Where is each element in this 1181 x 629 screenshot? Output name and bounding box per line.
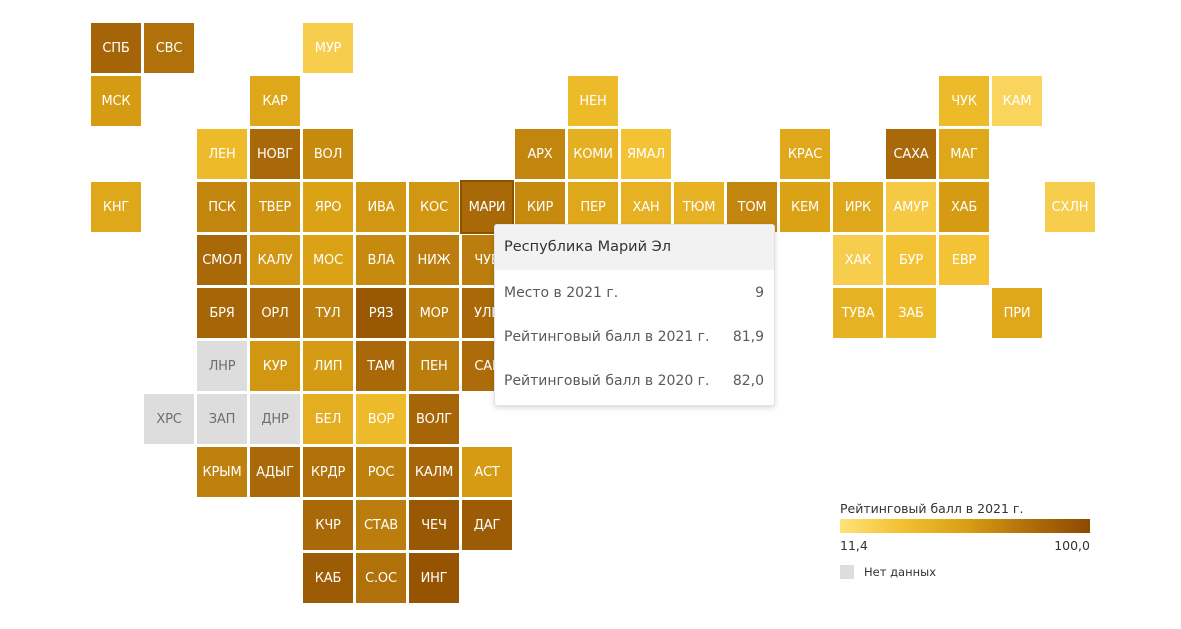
region-tile-30[interactable]: ИРК — [833, 182, 883, 232]
region-tile-32[interactable]: ХАБ — [939, 182, 989, 232]
region-tile-54[interactable]: ЛИП — [303, 341, 353, 391]
region-tile-60[interactable]: ДНР — [250, 394, 300, 444]
region-tile-33[interactable]: СХЛН — [1045, 182, 1095, 232]
region-tile-70[interactable]: КЧР — [303, 500, 353, 550]
region-tile-28[interactable]: ТОМ — [727, 182, 777, 232]
region-tile-17[interactable]: КНГ — [91, 182, 141, 232]
region-tooltip: Республика Марий Эл Место в 2021 г. 9 Ре… — [494, 224, 775, 406]
region-tile-20[interactable]: ЯРО — [303, 182, 353, 232]
region-tile-26[interactable]: ХАН — [621, 182, 671, 232]
region-tile-63[interactable]: ВОЛГ — [409, 394, 459, 444]
region-tile-7[interactable]: КАМ — [992, 76, 1042, 126]
region-tile-2[interactable]: МУР — [303, 23, 353, 73]
region-tile-8[interactable]: ЛЕН — [197, 129, 247, 179]
region-tile-0[interactable]: СПБ — [91, 23, 141, 73]
region-tile-44[interactable]: ОРЛ — [250, 288, 300, 338]
region-tile-67[interactable]: РОС — [356, 447, 406, 497]
region-tile-41[interactable]: БУР — [886, 235, 936, 285]
region-tile-72[interactable]: ЧЕЧ — [409, 500, 459, 550]
tooltip-row-score-2021: Рейтинговый балл в 2021 г. 81,9 — [504, 329, 764, 349]
region-tile-76[interactable]: ИНГ — [409, 553, 459, 603]
region-tile-6[interactable]: ЧУК — [939, 76, 989, 126]
tooltip-score-2021-value: 81,9 — [732, 329, 764, 345]
region-tile-22[interactable]: КОС — [409, 182, 459, 232]
legend-nodata-label: Нет данных — [864, 565, 936, 579]
region-tile-55[interactable]: ТАМ — [356, 341, 406, 391]
legend-color-scale — [840, 519, 1090, 533]
tooltip-row-score-2020: Рейтинговый балл в 2020 г. 82,0 — [504, 373, 764, 393]
region-tile-62[interactable]: ВОР — [356, 394, 406, 444]
region-tile-69[interactable]: АСТ — [462, 447, 512, 497]
region-tile-56[interactable]: ПЕН — [409, 341, 459, 391]
region-tile-52[interactable]: ЛНР — [197, 341, 247, 391]
region-tile-9[interactable]: НОВГ — [250, 129, 300, 179]
region-tile-42[interactable]: ЕВР — [939, 235, 989, 285]
region-tile-1[interactable]: СВС — [144, 23, 194, 73]
region-tile-13[interactable]: ЯМАЛ — [621, 129, 671, 179]
tooltip-title: Республика Марий Эл — [495, 225, 774, 270]
region-tile-73[interactable]: ДАГ — [462, 500, 512, 550]
region-tile-64[interactable]: КРЫМ — [197, 447, 247, 497]
region-tile-36[interactable]: МОС — [303, 235, 353, 285]
tooltip-rank-value: 9 — [755, 285, 764, 301]
legend-nodata-swatch — [840, 565, 854, 579]
region-tile-23[interactable]: МАРИ — [460, 180, 514, 234]
region-tile-51[interactable]: ПРИ — [992, 288, 1042, 338]
region-tile-66[interactable]: КРДР — [303, 447, 353, 497]
region-tile-35[interactable]: КАЛУ — [250, 235, 300, 285]
region-tile-16[interactable]: МАГ — [939, 129, 989, 179]
region-tile-74[interactable]: КАБ — [303, 553, 353, 603]
region-tile-75[interactable]: С.ОС — [356, 553, 406, 603]
region-tile-40[interactable]: ХАК — [833, 235, 883, 285]
region-tile-65[interactable]: АДЫГ — [250, 447, 300, 497]
region-tile-47[interactable]: МОР — [409, 288, 459, 338]
region-tile-4[interactable]: КАР — [250, 76, 300, 126]
region-tile-25[interactable]: ПЕР — [568, 182, 618, 232]
region-tile-58[interactable]: ХРС — [144, 394, 194, 444]
region-tile-10[interactable]: ВОЛ — [303, 129, 353, 179]
region-tile-24[interactable]: КИР — [515, 182, 565, 232]
tooltip-score-2021-label: Рейтинговый балл в 2021 г. — [504, 329, 710, 345]
tooltip-score-2020-label: Рейтинговый балл в 2020 г. — [504, 373, 710, 389]
region-tile-31[interactable]: АМУР — [886, 182, 936, 232]
region-tile-59[interactable]: ЗАП — [197, 394, 247, 444]
region-tile-50[interactable]: ЗАБ — [886, 288, 936, 338]
tooltip-row-rank: Место в 2021 г. 9 — [504, 285, 764, 305]
region-tile-61[interactable]: БЕЛ — [303, 394, 353, 444]
legend-max-label: 100,0 — [1054, 538, 1090, 553]
region-tile-53[interactable]: КУР — [250, 341, 300, 391]
region-tile-29[interactable]: КЕМ — [780, 182, 830, 232]
region-tile-18[interactable]: ПСК — [197, 182, 247, 232]
region-tile-12[interactable]: КОМИ — [568, 129, 618, 179]
region-tile-43[interactable]: БРЯ — [197, 288, 247, 338]
legend-title: Рейтинговый балл в 2021 г. — [840, 501, 1024, 516]
region-tile-14[interactable]: КРАС — [780, 129, 830, 179]
region-tile-68[interactable]: КАЛМ — [409, 447, 459, 497]
region-tile-15[interactable]: САХА — [886, 129, 936, 179]
region-tile-45[interactable]: ТУЛ — [303, 288, 353, 338]
region-tile-21[interactable]: ИВА — [356, 182, 406, 232]
region-tile-3[interactable]: МСК — [91, 76, 141, 126]
region-tile-38[interactable]: НИЖ — [409, 235, 459, 285]
region-tile-71[interactable]: СТАВ — [356, 500, 406, 550]
tooltip-rank-label: Место в 2021 г. — [504, 285, 619, 301]
region-tile-37[interactable]: ВЛА — [356, 235, 406, 285]
region-tile-46[interactable]: РЯЗ — [356, 288, 406, 338]
tooltip-score-2020-value: 82,0 — [732, 373, 764, 389]
region-tile-27[interactable]: ТЮМ — [674, 182, 724, 232]
region-tile-5[interactable]: НЕН — [568, 76, 618, 126]
region-tile-19[interactable]: ТВЕР — [250, 182, 300, 232]
region-tile-11[interactable]: АРХ — [515, 129, 565, 179]
region-tile-34[interactable]: СМОЛ — [197, 235, 247, 285]
legend-min-label: 11,4 — [840, 538, 868, 553]
region-tile-49[interactable]: ТУВА — [833, 288, 883, 338]
